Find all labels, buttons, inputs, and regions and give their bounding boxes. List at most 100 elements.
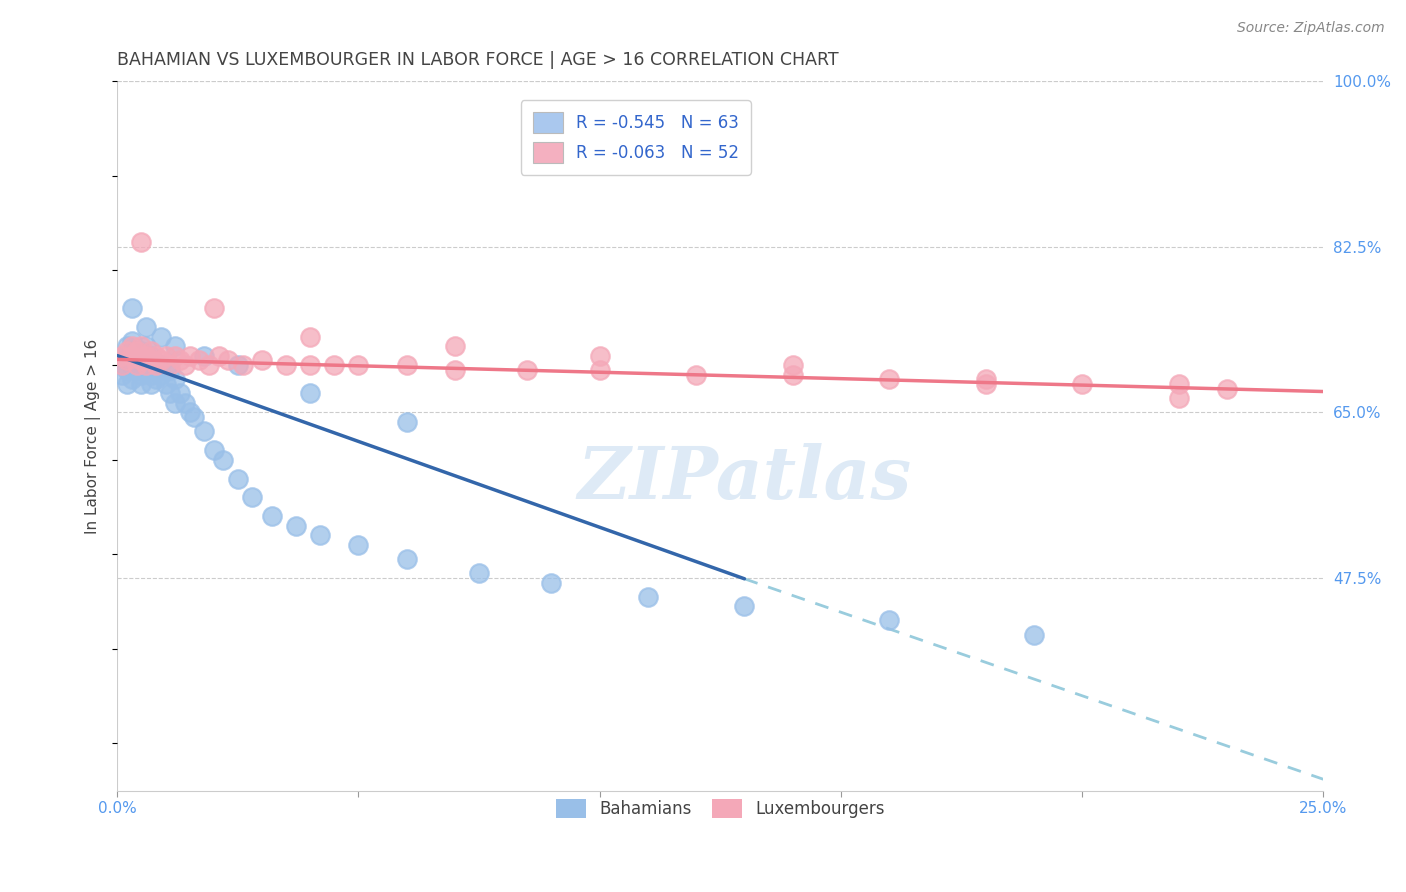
Point (323, 358, 346, 372)
Point (274, 358, 297, 372)
Point (131, 353, 153, 368)
Point (159, 363, 181, 377)
Point (131, 358, 153, 372)
Point (226, 358, 249, 372)
Point (637, 590, 659, 604)
Text: Source: ZipAtlas.com: Source: ZipAtlas.com (1237, 21, 1385, 35)
Point (782, 358, 804, 372)
Point (111, 358, 134, 372)
Point (125, 358, 148, 372)
Point (135, 339, 157, 353)
Point (1071, 376, 1094, 391)
Point (212, 452, 235, 467)
Point (125, 363, 148, 377)
Point (139, 368, 162, 382)
Point (121, 349, 143, 363)
Point (309, 528, 332, 542)
Point (226, 471, 249, 485)
Point (145, 372, 167, 386)
Point (159, 386, 181, 401)
Point (188, 353, 211, 368)
Point (115, 363, 138, 377)
Point (284, 518, 307, 533)
Point (299, 358, 322, 372)
Point (877, 372, 900, 386)
Point (193, 424, 215, 438)
Point (685, 368, 707, 382)
Point (173, 358, 195, 372)
Point (179, 405, 201, 419)
Point (240, 491, 263, 505)
Point (135, 363, 157, 377)
Point (217, 353, 239, 368)
Point (165, 372, 187, 386)
Point (179, 349, 201, 363)
Point (111, 368, 134, 382)
Point (974, 372, 997, 386)
Point (260, 509, 283, 524)
Point (135, 320, 157, 334)
Point (115, 343, 138, 358)
Point (149, 329, 172, 343)
Point (145, 349, 167, 363)
Point (193, 349, 215, 363)
Point (111, 349, 134, 363)
Point (173, 396, 195, 410)
Point (207, 349, 229, 363)
Point (139, 376, 162, 391)
Point (299, 386, 322, 401)
Point (111, 358, 134, 372)
Point (115, 339, 138, 353)
Point (395, 358, 418, 372)
Point (139, 349, 162, 363)
Point (733, 599, 755, 614)
Point (395, 552, 418, 566)
Legend: Bahamians, Luxembourgers: Bahamians, Luxembourgers (550, 792, 891, 825)
Point (1167, 376, 1189, 391)
Point (165, 339, 187, 353)
Point (299, 329, 322, 343)
Point (135, 349, 157, 363)
Point (468, 566, 491, 580)
Point (169, 386, 191, 401)
Point (125, 358, 148, 372)
Point (115, 376, 138, 391)
Point (135, 358, 157, 372)
Point (149, 353, 172, 368)
Point (159, 358, 181, 372)
Point (395, 415, 418, 429)
Point (135, 358, 157, 372)
Point (135, 353, 157, 368)
Point (125, 349, 148, 363)
Point (232, 358, 254, 372)
Point (516, 363, 538, 377)
Point (347, 358, 370, 372)
Point (444, 339, 467, 353)
Point (131, 343, 153, 358)
Point (444, 363, 467, 377)
Point (165, 349, 187, 363)
Point (877, 613, 900, 627)
Point (145, 358, 167, 372)
Point (131, 368, 153, 382)
Point (250, 353, 273, 368)
Point (589, 349, 612, 363)
Point (155, 376, 177, 391)
Point (121, 372, 143, 386)
Point (165, 396, 187, 410)
Point (589, 363, 612, 377)
Point (121, 358, 143, 372)
Point (183, 410, 205, 425)
Point (131, 235, 153, 249)
Point (155, 349, 177, 363)
Point (121, 334, 143, 349)
Point (1022, 627, 1045, 641)
Point (125, 343, 148, 358)
Point (121, 339, 143, 353)
Point (131, 376, 153, 391)
Point (149, 368, 172, 382)
Text: BAHAMIAN VS LUXEMBOURGER IN LABOR FORCE | AGE > 16 CORRELATION CHART: BAHAMIAN VS LUXEMBOURGER IN LABOR FORCE … (117, 51, 839, 69)
Point (540, 575, 562, 590)
Point (121, 343, 143, 358)
Point (131, 339, 153, 353)
